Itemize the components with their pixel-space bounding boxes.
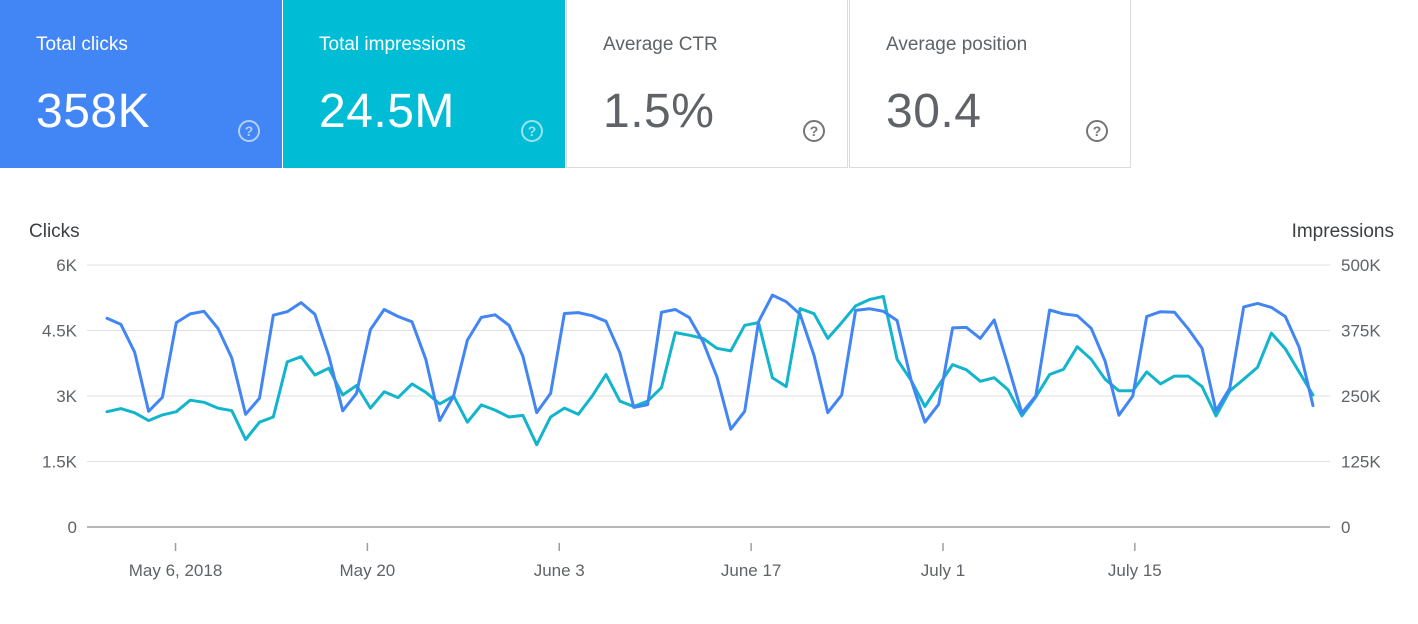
x-tick-label: July 15 [1108, 561, 1162, 580]
average-position-value: 30.4 [886, 85, 982, 138]
total-clicks-label: Total clicks [36, 34, 128, 55]
y-right-tick-label: 250K [1341, 387, 1381, 406]
total-clicks-value: 358K [36, 85, 151, 138]
average-position-card[interactable]: Average position 30.4 ? [849, 0, 1131, 168]
metric-cards: Total clicks 358K ? Total impressions 24… [0, 0, 1132, 168]
y-right-tick-label: 500K [1341, 256, 1381, 275]
y-left-tick-label: 3K [56, 387, 77, 406]
y-left-tick-label: 4.5K [42, 322, 78, 341]
series-lines[interactable] [105, 293, 1315, 447]
average-ctr-label: Average CTR [603, 34, 718, 55]
y-left-axis-title: Clicks [29, 221, 80, 242]
y-left-tick-label: 6K [56, 256, 77, 275]
y-right-tick-label: 125K [1341, 453, 1381, 472]
total-impressions-value: 24.5M [319, 85, 455, 138]
help-icon[interactable]: ? [521, 120, 543, 142]
average-position-label: Average position [886, 34, 1028, 55]
y-right-axis-title: Impressions [1292, 221, 1394, 242]
gridlines [87, 264, 1330, 528]
total-clicks-card[interactable]: Total clicks 358K ? [0, 0, 282, 168]
average-ctr-card[interactable]: Average CTR 1.5% ? [566, 0, 848, 168]
performance-chart[interactable]: Clicks Impressions 0 0 1.5K 125K 3K 250K 4.5K 3… [0, 170, 1418, 620]
x-tick-label: July 1 [921, 561, 965, 580]
x-tick-label: June 17 [721, 561, 782, 580]
y-right-tick-label: 0 [1341, 518, 1350, 537]
clicks-line[interactable] [105, 293, 1315, 431]
help-icon[interactable]: ? [238, 120, 260, 142]
total-impressions-card[interactable]: Total impressions 24.5M ? [283, 0, 565, 168]
help-icon[interactable]: ? [803, 120, 825, 142]
x-tick-label: June 3 [534, 561, 585, 580]
axis-ticks: 0 0 1.5K 125K 3K 250K 4.5K 375K 6K 500K May 6, 201… [42, 256, 1381, 580]
average-ctr-value: 1.5% [603, 85, 715, 138]
y-right-tick-label: 375K [1341, 322, 1381, 341]
y-left-tick-label: 0 [68, 518, 77, 537]
y-left-tick-label: 1.5K [42, 453, 78, 472]
impressions-line[interactable] [105, 294, 1315, 447]
x-tick-label: May 6, 2018 [129, 561, 223, 580]
x-tick-label: May 20 [340, 561, 396, 580]
help-icon[interactable]: ? [1086, 120, 1108, 142]
total-impressions-label: Total impressions [319, 34, 466, 55]
